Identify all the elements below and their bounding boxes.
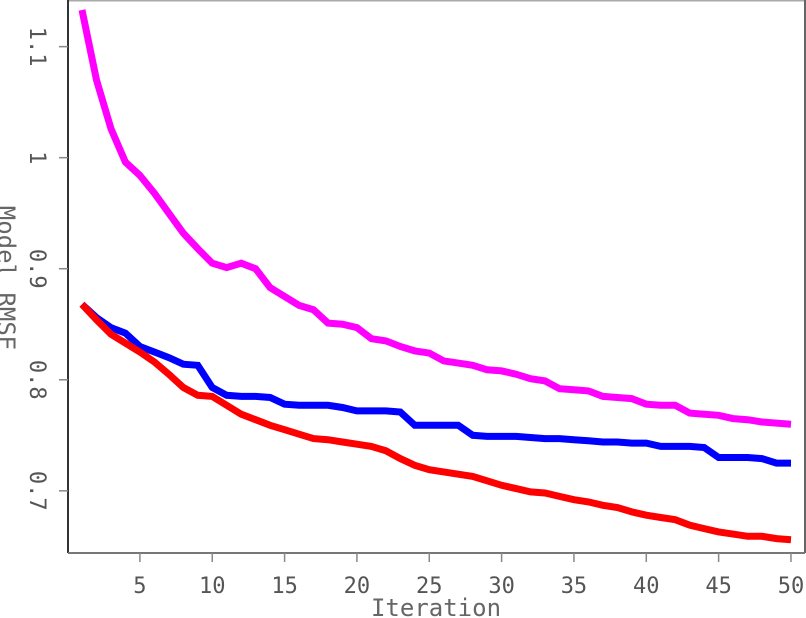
- x-tick-label: 25: [416, 574, 443, 599]
- series-line-blue: [79, 301, 791, 467]
- y-tick-label: 0.9: [24, 249, 49, 289]
- x-tick-label: 35: [561, 574, 588, 599]
- x-tick-label: 40: [633, 574, 660, 599]
- x-tick-label: 20: [344, 574, 371, 599]
- x-axis-ticks: 5 10 15 20 25 30 35 40 45 50: [133, 553, 804, 599]
- series-line-magenta: [78, 9, 792, 428]
- plot-frame: [67, 0, 806, 554]
- x-tick-label: 10: [199, 574, 226, 599]
- y-tick-label: 1: [24, 151, 49, 164]
- series-line-red: [79, 301, 792, 544]
- series-layer: [78, 9, 792, 544]
- x-axis-title: Iteration: [371, 594, 501, 618]
- x-tick-label: 50: [778, 574, 805, 599]
- y-tick-label: 0.7: [24, 471, 49, 511]
- x-tick-label: 15: [271, 574, 298, 599]
- x-tick-label: 45: [705, 574, 732, 599]
- y-axis-title: Model RMSE: [0, 206, 20, 351]
- y-axis-ticks: 0.7 0.8 0.9 1 1.1: [24, 27, 68, 511]
- y-tick-label: 0.8: [24, 360, 49, 400]
- y-tick-label: 1.1: [24, 27, 49, 67]
- x-tick-label: 30: [488, 574, 515, 599]
- x-tick-label: 5: [133, 574, 146, 599]
